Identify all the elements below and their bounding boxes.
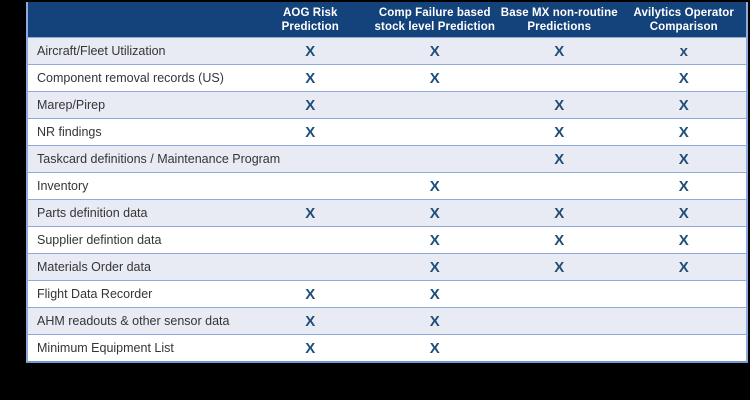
empty-cell <box>373 146 498 172</box>
x-mark-cell: X <box>429 69 440 87</box>
column-header-line: stock level Prediction <box>374 20 495 33</box>
x-mark-cell: X <box>429 285 440 303</box>
table-row: AHM readouts & other sensor data X X <box>28 307 746 334</box>
table-row: Component removal records (US) X X X <box>28 64 746 91</box>
table-row: Inventory X X <box>28 172 746 199</box>
table-row: Materials Order data X X X <box>28 253 746 280</box>
x-mark-cell: X <box>554 258 565 276</box>
row-label: Taskcard definitions / Maintenance Progr… <box>37 152 281 166</box>
table-row: Supplier defintion data X X X <box>28 226 746 253</box>
x-mark-cell: X <box>429 42 440 60</box>
x-mark-cell: X <box>554 42 565 60</box>
x-mark-cell: X <box>678 69 689 87</box>
row-label: Component removal records (US) <box>37 71 224 85</box>
column-header: Base MX non-routine Predictions <box>497 2 622 37</box>
row-label: Parts definition data <box>37 206 148 220</box>
x-mark-cell: X <box>429 177 440 195</box>
empty-cell <box>622 308 747 334</box>
row-label: Inventory <box>37 179 89 193</box>
data-source-product-matrix: AOG Risk Prediction Comp Failure based stoc… <box>26 2 748 363</box>
row-label: NR findings <box>37 125 102 139</box>
x-mark-cell: X <box>554 123 565 141</box>
x-mark-cell: X <box>429 258 440 276</box>
table-header-row: AOG Risk Prediction Comp Failure based stoc… <box>28 2 746 37</box>
column-header-line: Prediction <box>281 20 339 33</box>
x-mark-cell: X <box>678 204 689 222</box>
x-mark-cell: X <box>554 204 565 222</box>
empty-cell <box>248 173 373 199</box>
empty-cell <box>373 92 498 118</box>
row-label: AHM readouts & other sensor data <box>37 314 230 328</box>
row-label: Materials Order data <box>37 260 151 274</box>
column-header: Avilytics Operator Comparison <box>622 2 747 37</box>
empty-cell <box>497 65 622 91</box>
table-row: Parts definition data X X X X <box>28 199 746 226</box>
x-mark-cell: X <box>429 204 440 222</box>
x-mark-cell: X <box>305 312 316 330</box>
empty-cell <box>497 335 622 361</box>
column-header-line: Predictions <box>527 20 592 33</box>
column-header-line: AOG Risk <box>283 6 338 19</box>
x-mark-cell: X <box>305 339 316 357</box>
column-header: AOG Risk Prediction <box>248 2 373 37</box>
empty-cell <box>497 173 622 199</box>
empty-cell <box>622 335 747 361</box>
x-mark-cell: X <box>678 258 689 276</box>
empty-cell <box>248 146 373 172</box>
x-mark-cell: X <box>678 96 689 114</box>
x-mark-cell: X <box>429 231 440 249</box>
empty-cell <box>248 254 373 280</box>
x-mark-cell: X <box>429 339 440 357</box>
table-row: Marep/Pirep X X X <box>28 91 746 118</box>
row-label: Aircraft/Fleet Utilization <box>37 44 166 58</box>
x-mark-cell: X <box>305 96 316 114</box>
x-mark-cell: X <box>305 69 316 87</box>
x-mark-cell: X <box>678 177 689 195</box>
x-mark-cell: X <box>678 231 689 249</box>
row-label: Minimum Equipment List <box>37 341 174 355</box>
column-header-line: Comp Failure based <box>378 6 491 19</box>
table-row: Flight Data Recorder X X <box>28 280 746 307</box>
table-row: Taskcard definitions / Maintenance Progr… <box>28 145 746 172</box>
column-header-line: Avilytics Operator <box>633 6 734 19</box>
row-label: Marep/Pirep <box>37 98 106 112</box>
x-mark-cell: x <box>679 42 688 60</box>
row-label: Flight Data Recorder <box>37 287 153 301</box>
x-mark-cell: X <box>554 231 565 249</box>
x-mark-cell: X <box>305 42 316 60</box>
x-mark-cell: X <box>554 96 565 114</box>
empty-cell <box>373 119 498 145</box>
empty-cell <box>497 308 622 334</box>
x-mark-cell: X <box>429 312 440 330</box>
empty-cell <box>497 281 622 307</box>
row-label: Supplier defintion data <box>37 233 162 247</box>
x-mark-cell: X <box>305 285 316 303</box>
x-mark-cell: X <box>305 123 316 141</box>
x-mark-cell: X <box>678 123 689 141</box>
column-header-line: Comparison <box>649 20 718 33</box>
corner-header-cell <box>28 2 248 37</box>
empty-cell <box>248 227 373 253</box>
table-row: NR findings X X X <box>28 118 746 145</box>
column-header-line: Base MX non-routine <box>500 6 618 19</box>
table-row: Minimum Equipment List X X <box>28 334 746 361</box>
x-mark-cell: X <box>678 150 689 168</box>
x-mark-cell: X <box>305 204 316 222</box>
empty-cell <box>622 281 747 307</box>
x-mark-cell: X <box>554 150 565 168</box>
column-header: Comp Failure based stock level Prediction <box>373 2 498 37</box>
